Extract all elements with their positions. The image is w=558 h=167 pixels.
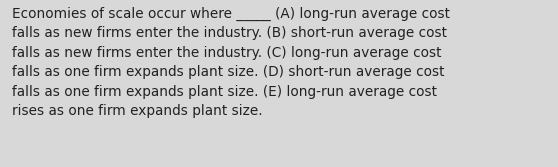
Text: Economies of scale occur where _____ (A) long-run average cost
falls as new firm: Economies of scale occur where _____ (A)… (12, 7, 450, 118)
